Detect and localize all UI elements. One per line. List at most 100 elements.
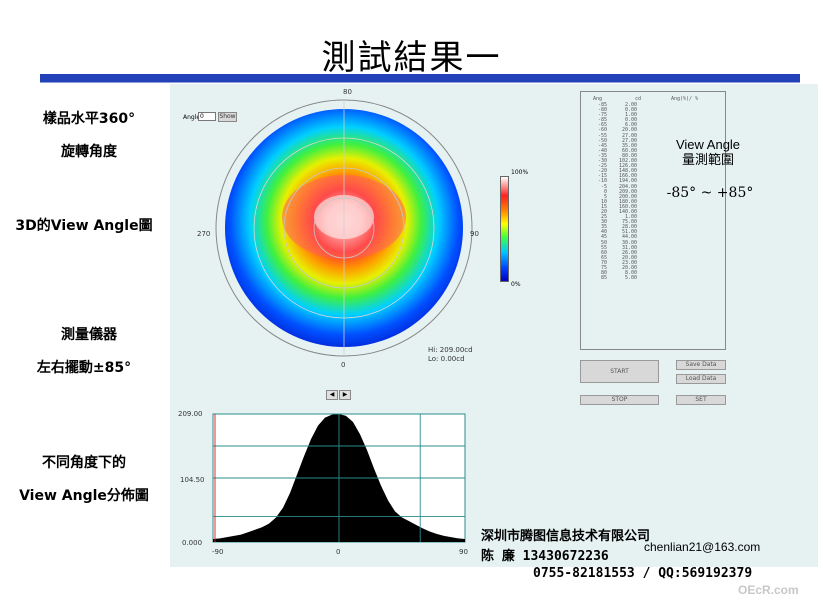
table-cell-angle: 75 <box>600 265 607 271</box>
table-cell-angle: 85 <box>600 275 607 282</box>
table-cell-cd: 35.00 <box>621 142 637 149</box>
table-row: 80 8.00 <box>591 271 651 276</box>
table-cell-angle: -15 <box>597 173 607 180</box>
table-row: 60 26.00 <box>591 249 651 256</box>
table-row: 65 20.00 <box>591 255 651 261</box>
table-cell-cd: 126.00 <box>618 163 637 170</box>
table-cell-cd: 30.00 <box>621 239 637 246</box>
table-cell-angle: 50 <box>600 239 607 246</box>
table-cell-angle: -35 <box>597 152 607 159</box>
table-cell-cd: 31.00 <box>621 244 637 251</box>
table-cell-cd: 20.00 <box>621 127 637 134</box>
table-cell-angle: -65 <box>597 122 607 129</box>
set-button[interactable]: SET <box>676 395 726 405</box>
colorbar-min-label: 0% <box>511 281 521 288</box>
table-cell-cd: 23.00 <box>621 259 637 266</box>
view-angle-heading-en: View Angle <box>675 137 741 152</box>
view-angle-profile-chart: 209.00 104.50 0.000 -90 0 90 <box>176 406 472 558</box>
table-row: -45 35.00 <box>591 142 651 149</box>
table-cell-cd: 75.00 <box>621 219 637 226</box>
polar-label-bottom: 0 <box>341 361 346 369</box>
table-cell-cd: 0.00 <box>624 107 637 114</box>
table-cell-angle: 25 <box>600 214 607 221</box>
table-header-angle: Ang <box>593 96 603 102</box>
polar-label-right: 90 <box>470 230 479 238</box>
table-cell-angle: -80 <box>597 107 607 114</box>
table-cell-cd: 27.00 <box>621 132 637 139</box>
table-cell-cd: 5.00 <box>624 275 637 282</box>
side-label-instrument: 測量儀器 <box>61 327 117 343</box>
table-cell-angle: 5 <box>603 193 607 200</box>
save-data-button[interactable]: Save Data <box>676 360 726 370</box>
side-label-distribution: View Angle分佈圖 <box>19 488 149 504</box>
table-row: -75 1.00 <box>591 113 651 118</box>
prev-arrow-icon[interactable]: ◀ <box>326 390 338 400</box>
stop-button[interactable]: STOP <box>580 395 659 405</box>
view-angle-heading: View Angle 量測範圍 <box>668 137 748 167</box>
table-cell-cd: 2.00 <box>624 102 637 108</box>
contact-name-phone: 陈 廉 13430672236 <box>481 549 609 564</box>
table-cell-cd: 80.00 <box>621 152 637 159</box>
table-cell-cd: 1.00 <box>624 214 637 221</box>
view-angle-heading-zh: 量測範圍 <box>681 152 734 167</box>
table-cell-cd: 26.00 <box>621 249 637 256</box>
table-row: 30 75.00 <box>591 220 651 225</box>
data-table: Ang cd Ang(%)/ % -85 2.00 -80 0.00 -75 1.00 -8… <box>580 91 726 350</box>
table-row: -55 27.00 <box>591 132 651 139</box>
angle-input[interactable]: 0 <box>198 112 216 121</box>
view-angle-range: -85° ~ +85° <box>666 185 754 201</box>
table-cell-angle: 0 <box>603 188 607 195</box>
profile-nav: ◀ ▶ <box>326 390 352 400</box>
table-cell-angle: -85 <box>597 102 607 108</box>
table-row: -35 80.00 <box>591 152 651 159</box>
side-label-different-angle: 不同角度下的 <box>42 455 126 471</box>
table-cell-angle: -75 <box>597 112 607 119</box>
company-name: 深圳市腾图信息技术有限公司 <box>481 529 651 544</box>
contact-email[interactable]: chenlian21@163.com <box>644 540 761 554</box>
table-cell-cd: 180.00 <box>618 198 637 205</box>
table-row: 50 30.00 <box>591 239 651 246</box>
table-cell-angle: 15 <box>600 203 607 210</box>
table-row: -65 6.00 <box>591 123 651 128</box>
next-arrow-icon[interactable]: ▶ <box>339 390 351 400</box>
table-cell-angle: -30 <box>597 158 607 165</box>
table-row: 55 31.00 <box>591 244 651 251</box>
table-row: -20 148.00 <box>591 169 651 174</box>
table-cell-angle: -40 <box>597 147 607 154</box>
title-underline-thin <box>40 82 800 83</box>
profile-ymin-label: 0.000 <box>182 539 203 547</box>
readout-high: Hi: 209.00cd <box>428 346 473 354</box>
table-cell-angle: 40 <box>600 229 607 236</box>
table-row: -85 0.00 <box>591 118 651 123</box>
table-cell-cd: 51.00 <box>621 229 637 236</box>
table-cell-cd: 1.00 <box>624 112 637 119</box>
table-row: 20 140.00 <box>591 208 651 215</box>
table-row: -60 20.00 <box>591 128 651 133</box>
readout-low: Lo: 0.00cd <box>428 355 465 363</box>
table-cell-angle: -50 <box>597 137 607 144</box>
page-title: 測試結果一 <box>321 38 502 78</box>
angle-label: Angle <box>183 114 201 121</box>
table-cell-angle: -5 <box>600 183 607 190</box>
load-data-button[interactable]: Load Data <box>676 374 726 384</box>
title-underline-bar <box>40 74 800 82</box>
side-label-rotation-angle: 旋轉角度 <box>61 144 117 160</box>
table-cell-angle: 10 <box>600 198 607 205</box>
start-button[interactable]: START <box>580 360 659 383</box>
table-cell-angle: -20 <box>597 168 607 175</box>
table-cell-angle: -45 <box>597 142 607 149</box>
side-label-3d-view-angle: 3D的View Angle圖 <box>15 218 153 234</box>
table-cell-angle: 20 <box>600 208 607 215</box>
table-row: 35 28.00 <box>591 225 651 230</box>
contact-tel-qq: 0755-82181553 / QQ:569192379 <box>533 566 753 581</box>
table-cell-cd: 60.00 <box>621 147 637 154</box>
profile-xmid-label: 0 <box>336 548 341 556</box>
table-cell-cd: 27.00 <box>621 137 637 144</box>
table-cell-cd: 194.00 <box>618 178 637 185</box>
show-button[interactable]: Show <box>218 112 237 122</box>
side-label-rotation: 樣品水平360° <box>42 111 136 127</box>
table-row: 10 180.00 <box>591 198 651 205</box>
table-cell-angle: 80 <box>600 270 607 277</box>
side-label-swing: 左右擺動±85° <box>36 360 132 376</box>
profile-ymid-label: 104.50 <box>180 476 205 484</box>
